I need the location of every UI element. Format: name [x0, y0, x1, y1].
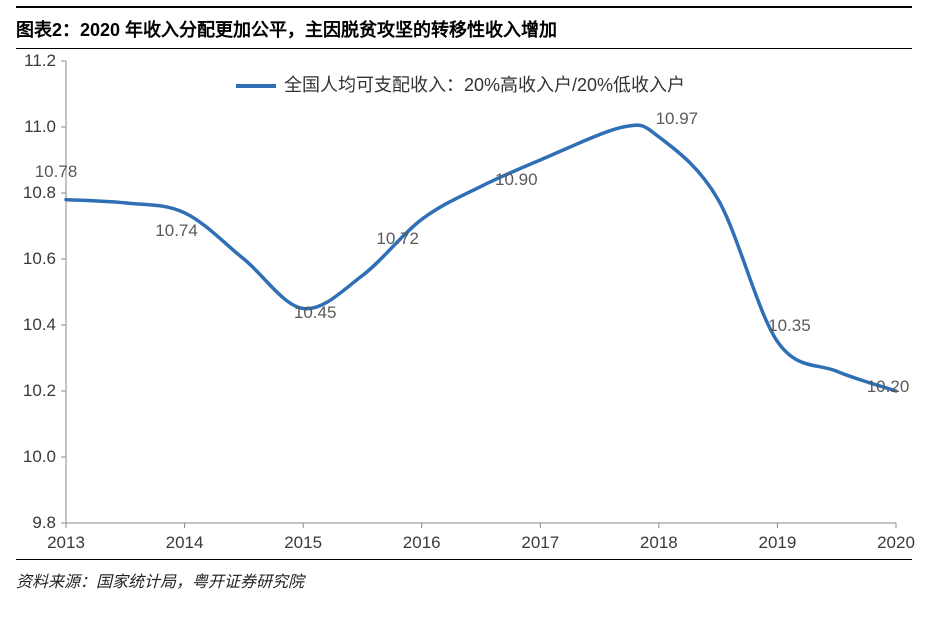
legend-label: 全国人均可支配收入：20%高收入户/20%低收入户 [284, 75, 685, 95]
y-axis-tick: 11.2 [16, 51, 56, 71]
data-point-label: 10.72 [376, 229, 419, 249]
chart-title: 图表2：2020 年收入分配更加公平，主因脱贫攻坚的转移性收入增加 [16, 6, 912, 48]
x-axis-tick: 2013 [47, 533, 85, 553]
y-axis-tick: 11.0 [16, 117, 56, 137]
data-point-label: 10.35 [768, 316, 811, 336]
data-point-label: 10.78 [35, 162, 78, 182]
y-axis-tick: 10.6 [16, 249, 56, 269]
line-chart-svg [16, 53, 912, 553]
data-point-label: 10.97 [656, 109, 699, 129]
x-axis-tick: 2018 [640, 533, 678, 553]
y-axis-tick: 10.2 [16, 381, 56, 401]
x-axis-tick: 2015 [284, 533, 322, 553]
y-axis-tick: 10.8 [16, 183, 56, 203]
y-axis-tick: 10.0 [16, 447, 56, 467]
x-axis-tick: 2020 [877, 533, 915, 553]
x-axis-tick: 2016 [403, 533, 441, 553]
y-axis-tick: 10.4 [16, 315, 56, 335]
data-point-label: 10.20 [867, 377, 910, 397]
data-point-label: 10.90 [495, 170, 538, 190]
x-axis-tick: 2014 [166, 533, 204, 553]
source-text: 资料来源：国家统计局，粤开证券研究院 [16, 560, 912, 592]
data-point-label: 10.74 [155, 221, 198, 241]
x-axis-tick: 2017 [521, 533, 559, 553]
title-underline [16, 48, 912, 49]
legend-swatch [236, 84, 276, 88]
y-axis-tick: 9.8 [16, 513, 56, 533]
legend: 全国人均可支配收入：20%高收入户/20%低收入户 [236, 71, 685, 97]
x-axis-tick: 2019 [759, 533, 797, 553]
data-point-label: 10.45 [294, 303, 337, 323]
chart-area: 全国人均可支配收入：20%高收入户/20%低收入户 9.8 10.0 10.2 10.… [16, 53, 912, 553]
